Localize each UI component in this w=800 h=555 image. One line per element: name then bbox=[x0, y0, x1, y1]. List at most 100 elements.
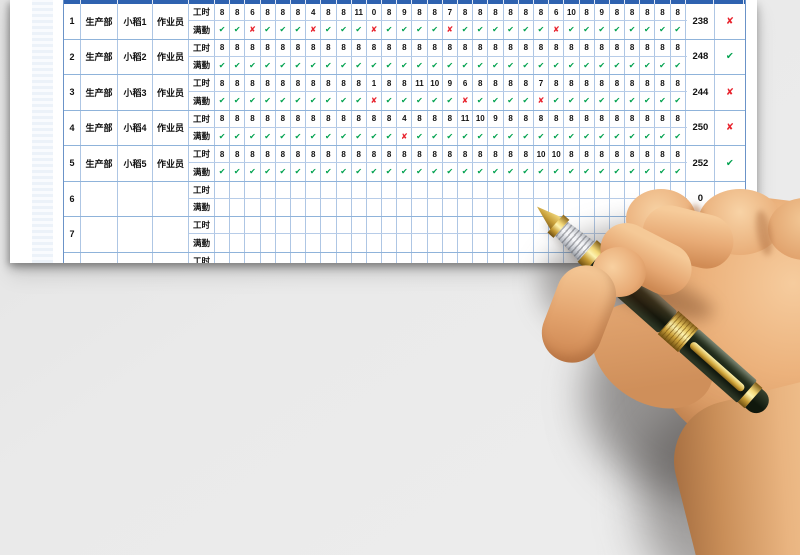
cell-hours-value[interactable] bbox=[352, 252, 367, 263]
cell-attendance-mark[interactable]: ✘ bbox=[549, 21, 565, 39]
cell-attendance-mark[interactable]: ✔ bbox=[382, 127, 398, 145]
cell-hours-value[interactable]: 8 bbox=[245, 146, 261, 163]
cell-hours-value[interactable] bbox=[337, 252, 352, 263]
cell-hours-value[interactable]: 8 bbox=[519, 146, 534, 163]
cell-hours-value[interactable]: 8 bbox=[230, 110, 246, 127]
cell-hours-value[interactable] bbox=[230, 252, 246, 263]
cell-attendance-mark[interactable] bbox=[488, 234, 504, 252]
cell-hours-value[interactable] bbox=[382, 252, 398, 263]
cell-hours-value[interactable]: 8 bbox=[640, 4, 656, 21]
cell-attendance-mark[interactable]: ✔ bbox=[580, 21, 595, 39]
cell-hours-value[interactable] bbox=[291, 217, 307, 234]
cell-hours-value[interactable]: 6 bbox=[245, 4, 261, 21]
cell-attendance-mark[interactable] bbox=[321, 234, 337, 252]
cell-attendance-mark[interactable]: ✔ bbox=[337, 92, 352, 110]
cell-attendance-mark[interactable]: ✔ bbox=[580, 56, 595, 74]
cell-hours-value[interactable]: 8 bbox=[367, 110, 383, 127]
cell-hours-value[interactable]: 8 bbox=[412, 110, 428, 127]
cell-hours-value[interactable]: 8 bbox=[519, 75, 534, 92]
cell-attendance-mark[interactable]: ✔ bbox=[321, 127, 337, 145]
cell-hours-value[interactable]: 8 bbox=[382, 39, 398, 56]
cell-hours-value[interactable]: 8 bbox=[215, 4, 231, 21]
cell-hours-value[interactable]: 8 bbox=[306, 39, 322, 56]
cell-attendance-mark[interactable]: ✔ bbox=[215, 56, 231, 74]
cell-hours-value[interactable]: 8 bbox=[382, 146, 398, 163]
cell-hours-value[interactable]: 8 bbox=[321, 4, 337, 21]
cell-attendance-mark[interactable]: ✔ bbox=[215, 92, 231, 110]
cell-attendance-mark[interactable]: ✔ bbox=[245, 56, 261, 74]
cell-attendance-mark[interactable]: ✘ bbox=[367, 92, 383, 110]
cell-hours-value[interactable]: 8 bbox=[534, 4, 550, 21]
cell-attendance-mark[interactable]: ✔ bbox=[534, 163, 550, 181]
cell-attendance-mark[interactable]: ✔ bbox=[276, 56, 291, 74]
cell-hours-value[interactable] bbox=[519, 252, 534, 263]
cell-hours-value[interactable] bbox=[276, 217, 291, 234]
cell-hours-value[interactable]: 8 bbox=[276, 75, 291, 92]
cell-hours-value[interactable]: 4 bbox=[397, 110, 413, 127]
cell-attendance-mark[interactable]: ✔ bbox=[291, 127, 307, 145]
cell-attendance-mark[interactable]: ✔ bbox=[610, 163, 626, 181]
cell-hours-value[interactable]: 8 bbox=[428, 39, 443, 56]
cell-hours-value[interactable] bbox=[443, 181, 458, 198]
cell-hours-value[interactable]: 8 bbox=[458, 4, 474, 21]
cell-hours-value[interactable]: 8 bbox=[276, 146, 291, 163]
cell-hours-value[interactable]: 8 bbox=[640, 146, 656, 163]
cell-attendance-mark[interactable]: ✔ bbox=[534, 56, 550, 74]
cell-role[interactable]: 作业员 bbox=[153, 110, 189, 145]
cell-attendance-mark[interactable]: ✔ bbox=[291, 163, 307, 181]
cell-attendance-mark[interactable]: ✔ bbox=[337, 56, 352, 74]
cell-attendance-mark[interactable]: ✔ bbox=[215, 163, 231, 181]
cell-hours-value[interactable] bbox=[367, 217, 383, 234]
cell-hours-value[interactable]: 8 bbox=[488, 146, 504, 163]
cell-hours-value[interactable]: 10 bbox=[564, 4, 580, 21]
cell-hours-value[interactable]: 8 bbox=[655, 146, 671, 163]
cell-hours-value[interactable]: 8 bbox=[215, 110, 231, 127]
cell-attendance-mark[interactable]: ✔ bbox=[610, 92, 626, 110]
cell-hours-value[interactable]: 8 bbox=[261, 4, 276, 21]
cell-hours-value[interactable]: 8 bbox=[640, 75, 656, 92]
cell-hours-value[interactable] bbox=[215, 181, 231, 198]
cell-attendance-mark[interactable] bbox=[291, 234, 307, 252]
cell-employee-name[interactable] bbox=[118, 217, 153, 252]
cell-attendance-mark[interactable]: ✔ bbox=[352, 163, 367, 181]
cell-attendance-mark[interactable]: ✔ bbox=[397, 56, 413, 74]
cell-hours-value[interactable]: 8 bbox=[215, 146, 231, 163]
cell-hours-value[interactable]: 6 bbox=[458, 75, 474, 92]
cell-hours-value[interactable] bbox=[595, 217, 610, 234]
cell-attendance-mark[interactable]: ✔ bbox=[595, 21, 610, 39]
cell-hours-value[interactable]: 8 bbox=[230, 75, 246, 92]
cell-total-hours[interactable]: 238 bbox=[687, 4, 715, 39]
cell-hours-value[interactable]: 8 bbox=[488, 75, 504, 92]
cell-attendance-mark[interactable]: ✔ bbox=[519, 56, 534, 74]
cell-hours-value[interactable]: 8 bbox=[473, 75, 489, 92]
cell-hours-value[interactable]: 8 bbox=[291, 4, 307, 21]
cell-row-number[interactable]: 7 bbox=[64, 217, 81, 252]
cell-attendance-mark[interactable] bbox=[549, 198, 565, 216]
cell-attendance-mark[interactable]: ✔ bbox=[261, 163, 276, 181]
cell-hours-value[interactable] bbox=[625, 181, 641, 198]
cell-hours-value[interactable] bbox=[306, 181, 322, 198]
cell-hours-value[interactable]: 8 bbox=[671, 146, 686, 163]
cell-attendance-mark[interactable]: ✔ bbox=[564, 21, 580, 39]
cell-attendance-mark[interactable] bbox=[367, 234, 383, 252]
cell-hours-value[interactable]: 8 bbox=[291, 146, 307, 163]
cell-attendance-mark[interactable]: ✔ bbox=[245, 92, 261, 110]
cell-hours-value[interactable] bbox=[230, 217, 246, 234]
cell-attendance-mark[interactable] bbox=[443, 198, 458, 216]
cell-role[interactable]: 作业员 bbox=[153, 4, 189, 39]
cell-attendance-mark[interactable]: ✔ bbox=[397, 163, 413, 181]
cell-hours-value[interactable] bbox=[504, 217, 519, 234]
cell-attendance-mark[interactable] bbox=[230, 234, 246, 252]
cell-attendance-mark[interactable]: ✔ bbox=[306, 127, 322, 145]
cell-hours-value[interactable]: 8 bbox=[215, 39, 231, 56]
cell-attendance-mark[interactable]: ✔ bbox=[580, 92, 595, 110]
cell-attendance-mark[interactable]: ✔ bbox=[473, 127, 489, 145]
cell-hours-value[interactable]: 8 bbox=[412, 146, 428, 163]
cell-hours-value[interactable] bbox=[488, 252, 504, 263]
cell-hours-value[interactable]: 8 bbox=[655, 39, 671, 56]
cell-hours-value[interactable] bbox=[321, 217, 337, 234]
cell-attendance-mark[interactable]: ✔ bbox=[443, 92, 458, 110]
cell-hours-value[interactable]: 8 bbox=[306, 110, 322, 127]
cell-attendance-mark[interactable] bbox=[230, 198, 246, 216]
cell-status-mark[interactable]: ✘ bbox=[725, 122, 734, 134]
